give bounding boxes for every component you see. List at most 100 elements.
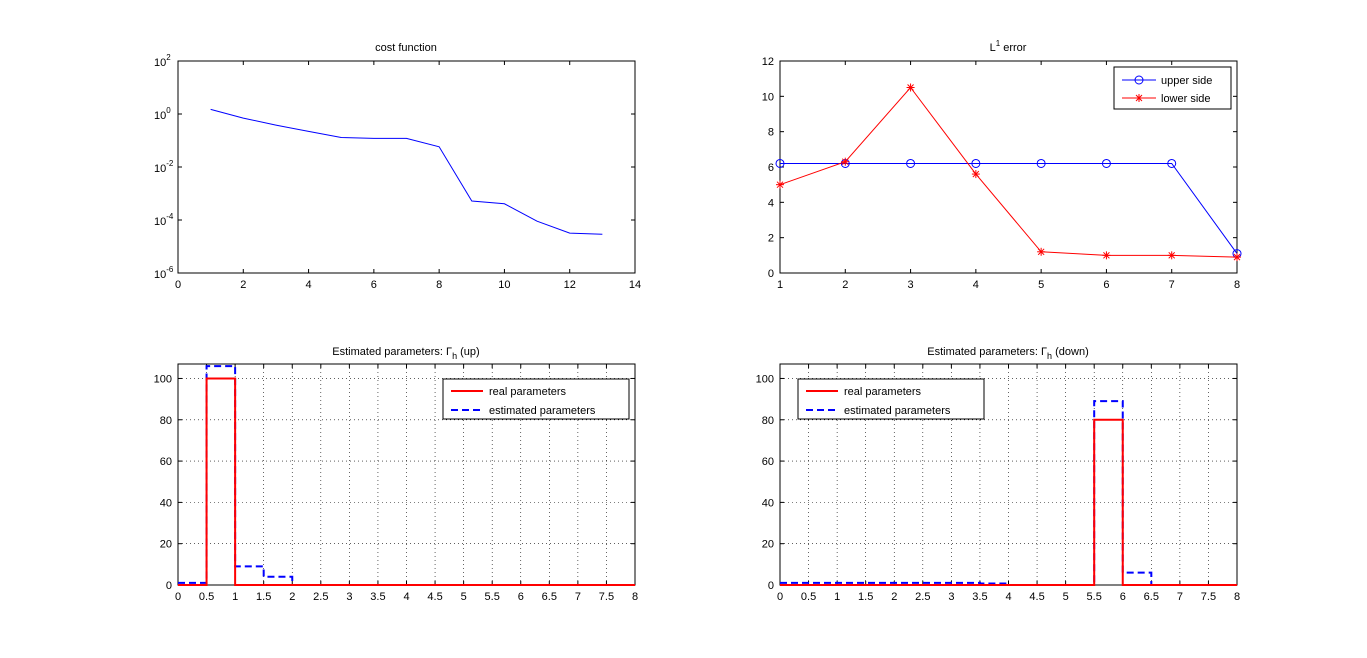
est-down-xtick-label: 3.5	[972, 591, 987, 603]
est-up-legend-estimated-label: estimated parameters	[489, 405, 596, 417]
est-up-real-step	[178, 377, 635, 586]
l1-error-title: L1 error	[990, 39, 1027, 54]
estimated-up-title-gamma: Γ	[446, 346, 452, 358]
l1-lower-side-point	[1233, 253, 1241, 262]
l1-ytick-label: 8	[768, 127, 774, 139]
est-down-xtick-label: 3	[948, 591, 954, 603]
cost-ytick-exp: 0	[166, 106, 171, 115]
est-up-xtick-label: 0.5	[199, 591, 214, 603]
l1-error-title-sup: 1	[996, 39, 1001, 48]
l1-xtick-label: 6	[1103, 279, 1109, 291]
l1-legend-upper-side-label: upper side	[1161, 75, 1212, 87]
l1-upper-side-point	[1167, 158, 1177, 168]
cost-axes-box	[177, 60, 636, 274]
est-down-xtick-label: 0.5	[801, 591, 816, 603]
l1-ytick-label: 4	[768, 197, 774, 209]
l1-legend-upper-side-marker	[1134, 75, 1144, 85]
est-up-xtick-label: 5	[461, 591, 467, 603]
est-down-xtick-label: 1	[834, 591, 840, 603]
cost-ytick-base: 10	[154, 269, 166, 281]
cost-ytick-label: 10-4	[154, 212, 174, 228]
est-up-ytick-label: 60	[160, 456, 172, 468]
est-down-xtick-label: 8	[1234, 591, 1240, 603]
est-up-xtick-label: 2.5	[313, 591, 328, 603]
cost-xtick-label: 14	[629, 279, 641, 291]
estimated-up-title-suffix: (up)	[457, 346, 480, 358]
cost-ytick-base: 10	[154, 216, 166, 228]
l1-error-title-rest: error	[1000, 42, 1027, 54]
est-up-xtick-label: 7.5	[599, 591, 614, 603]
l1-xtick-label: 7	[1169, 279, 1175, 291]
est-down-xtick-label: 6.5	[1144, 591, 1159, 603]
l1-legend-box	[1113, 66, 1232, 110]
est-down-ytick-label: 60	[762, 456, 774, 468]
est-down-xtick-label: 4.5	[1029, 591, 1044, 603]
cost-xtick-label: 10	[498, 279, 510, 291]
cost-function-title: cost function	[375, 42, 437, 54]
cost-function-panel: cost function 0 2 4 6 8 10 12 1410-610-410-2100…	[154, 42, 641, 291]
l1-xtick-label: 5	[1038, 279, 1044, 291]
est-up-xtick-label: 0	[175, 591, 181, 603]
est-up-ytick-label: 20	[160, 539, 172, 551]
est-down-ytick-label: 40	[762, 497, 774, 509]
l1-upper-side-point	[971, 158, 981, 168]
cost-series-line	[210, 108, 603, 235]
est-up-xtick-label: 6	[518, 591, 524, 603]
cost-xtick-label: 6	[371, 279, 377, 291]
cost-ytick-exp: -6	[166, 265, 174, 274]
l1-xtick-label: 1	[777, 279, 783, 291]
l1-upper-side-point	[906, 158, 916, 168]
l1-upper-side-point	[1101, 158, 1111, 168]
estimated-down-title-gamma: Γ	[1041, 346, 1047, 358]
l1-lower-side-point	[971, 170, 980, 179]
cost-ytick-base: 10	[154, 110, 166, 122]
l1-lower-side-point	[906, 83, 915, 92]
est-down-legend-real-label: real parameters	[844, 386, 922, 398]
l1-lower-side-point-d2	[1233, 253, 1241, 261]
est-down-xtick-label: 4	[1005, 591, 1011, 603]
cost-ytick-exp: -2	[166, 159, 174, 168]
est-up-xtick-label: 1.5	[256, 591, 271, 603]
estimated-up-title: Estimated parameters: Γh (up)	[332, 346, 479, 361]
cost-ytick-label: 10-2	[154, 159, 174, 175]
est-down-xtick-label: 1.5	[858, 591, 873, 603]
est-down-xtick-label: 5.5	[1087, 591, 1102, 603]
cost-xtick-label: 8	[436, 279, 442, 291]
l1-lower-side-point	[1167, 251, 1176, 260]
est-down-real-step	[780, 418, 1237, 586]
l1-lower-side-point	[1102, 251, 1111, 260]
cost-ytick-exp: -4	[166, 212, 174, 221]
l1-xtick-label: 3	[908, 279, 914, 291]
est-up-xtick-label: 5.5	[485, 591, 500, 603]
cost-xtick-label: 4	[306, 279, 312, 291]
l1-xtick-label: 2	[842, 279, 848, 291]
l1-lower-side-point	[1037, 247, 1046, 256]
l1-lower-side-point-d2	[907, 84, 914, 91]
l1-lower-side-point-d2	[776, 181, 784, 189]
l1-lower-side-line	[779, 86, 1238, 258]
estimated-up-title-sub: h	[452, 351, 457, 361]
est-up-xtick-label: 1	[232, 591, 238, 603]
estimated-down-title: Estimated parameters: Γh (down)	[927, 346, 1088, 361]
l1-lower-side-point-d2	[972, 170, 980, 178]
est-up-ytick-label: 80	[160, 415, 172, 427]
est-up-xtick-label: 3.5	[370, 591, 385, 603]
est-down-ytick-label: 100	[756, 373, 774, 385]
l1-ytick-label: 0	[768, 268, 774, 280]
l1-xtick-label: 4	[973, 279, 979, 291]
l1-lower-side-point-d2	[1168, 251, 1176, 259]
est-up-xtick-label: 2	[289, 591, 295, 603]
l1-legend-lower-side-label: lower side	[1161, 93, 1211, 105]
cost-ytick-base: 10	[154, 57, 166, 69]
l1-lower-side-point	[776, 180, 784, 189]
est-down-xtick-label: 0	[777, 591, 783, 603]
l1-ytick-label: 10	[762, 91, 774, 103]
est-up-legend-real-label: real parameters	[489, 386, 567, 398]
estimated-down-panel: Estimated parameters: Γh (down) 0 0.5 1 1.5…	[756, 346, 1240, 603]
est-down-xtick-label: 5	[1063, 591, 1069, 603]
est-up-xtick-label: 6.5	[542, 591, 557, 603]
estimated-up-title-prefix: Estimated parameters:	[332, 346, 446, 358]
cost-ytick-label: 10-6	[154, 265, 174, 281]
estimated-down-title-suffix: (down)	[1052, 346, 1089, 358]
